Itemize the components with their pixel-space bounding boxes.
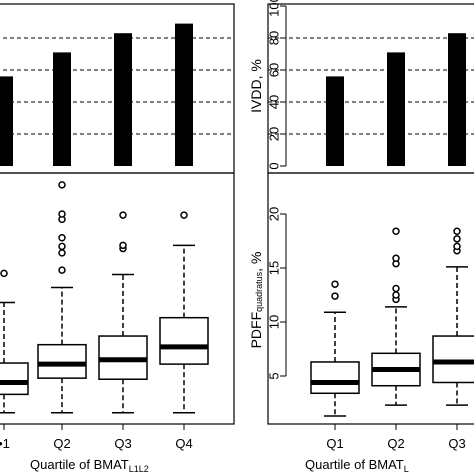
outlier-point xyxy=(119,241,127,250)
left-box-x-label: Quartile of BMATL1L2 xyxy=(30,457,149,474)
interquartile-box xyxy=(159,316,209,365)
right-box-x-label-sub: L xyxy=(404,464,409,474)
left-box-panel-frame xyxy=(0,172,235,425)
left-box-q2 xyxy=(37,181,87,414)
outlier-point xyxy=(392,284,400,293)
right-box-q1 xyxy=(310,280,360,417)
right-box-y-tick-label: 15 xyxy=(267,261,282,275)
right-box-q2 xyxy=(371,227,421,406)
left-box-x-tick-label: Q4 xyxy=(175,436,192,451)
right-box-y-label-main: PDFF xyxy=(248,312,264,349)
right-box-y-label: PDFFquadratus, % xyxy=(248,252,264,349)
outlier-point xyxy=(58,210,66,218)
right-box-q3 xyxy=(432,227,474,406)
outlier-point xyxy=(119,211,127,219)
outlier-point xyxy=(392,254,400,263)
left-box-q3 xyxy=(98,211,148,414)
interquartile-box xyxy=(310,361,360,395)
left-box-x-tick-label: Q3 xyxy=(114,436,131,451)
right-box-y-tick-label: 20 xyxy=(267,207,282,221)
right-bar-y-label: IVDD, % xyxy=(248,59,264,113)
right-box-y-label-suffix: , % xyxy=(248,252,264,272)
left-box-q4 xyxy=(159,211,209,414)
right-box-x-tick-label: Q2 xyxy=(387,436,404,451)
left-bar-chart xyxy=(0,23,234,167)
right-bar-q1 xyxy=(326,76,344,166)
right-bar-y-tick-label: 0 xyxy=(267,162,282,169)
outlier-point xyxy=(331,280,339,288)
right-bar-panel-frame xyxy=(267,3,474,174)
outlier-point xyxy=(58,266,66,274)
left-box-q1 xyxy=(0,269,29,414)
outlier-point xyxy=(392,291,400,299)
right-box-y-tick-label: 10 xyxy=(267,315,282,329)
left-box-x-label-main: Quartile of BMAT xyxy=(30,457,129,472)
right-box-x-label-main: Quartile of BMAT xyxy=(305,457,404,472)
left-bar-q2 xyxy=(53,52,71,166)
left-box-x-tick-label: •1 xyxy=(0,436,10,451)
outlier-point xyxy=(392,227,400,236)
left-box-x-tick-label: Q2 xyxy=(53,436,70,451)
interquartile-box xyxy=(37,343,87,379)
right-box-x-label: Quartile of BMATL xyxy=(305,457,409,474)
outlier-point xyxy=(58,249,66,257)
right-box-y-label-sub: quadratus xyxy=(254,271,264,312)
right-bar-y-tick-label: 100 xyxy=(267,0,282,17)
interquartile-box xyxy=(432,335,474,384)
left-box-chart: •1 Q2 Q3 Q4 Quartile of BMATL1L2 xyxy=(0,181,209,474)
outlier-point xyxy=(331,292,339,300)
right-box-chart: Q1 Q2 Q3 Quartile of BMATL 5 10 15 20 PDFFquadra… xyxy=(248,207,474,474)
outlier-point xyxy=(58,181,66,189)
outlier-point xyxy=(453,235,461,243)
right-bar-chart: 0 20 40 60 80 100 IVDD, % xyxy=(248,0,474,170)
right-bar-y-tick-label: 60 xyxy=(267,63,282,77)
outlier-point xyxy=(0,269,8,278)
left-bar-q1 xyxy=(0,76,13,166)
outlier-point xyxy=(453,242,461,251)
left-bar-q4 xyxy=(175,23,193,166)
outlier-point xyxy=(58,234,66,242)
right-bar-q3 xyxy=(448,33,466,167)
right-box-x-tick-label: Q3 xyxy=(448,436,465,451)
left-bar-q3 xyxy=(114,33,132,167)
left-box-x-label-sub: L1L2 xyxy=(129,464,149,474)
outlier-point xyxy=(180,211,188,219)
right-bar-y-tick-label: 80 xyxy=(267,31,282,45)
right-bar-q2 xyxy=(387,52,405,166)
right-bar-y-tick-label: 20 xyxy=(267,127,282,141)
interquartile-box xyxy=(0,362,29,396)
right-box-panel-frame xyxy=(267,172,474,425)
right-box-x-tick-label: Q1 xyxy=(326,436,343,451)
outlier-point xyxy=(453,227,461,236)
right-box-y-tick-label: 5 xyxy=(267,372,282,379)
right-bar-y-tick-label: 40 xyxy=(267,95,282,109)
outlier-point xyxy=(58,242,66,251)
